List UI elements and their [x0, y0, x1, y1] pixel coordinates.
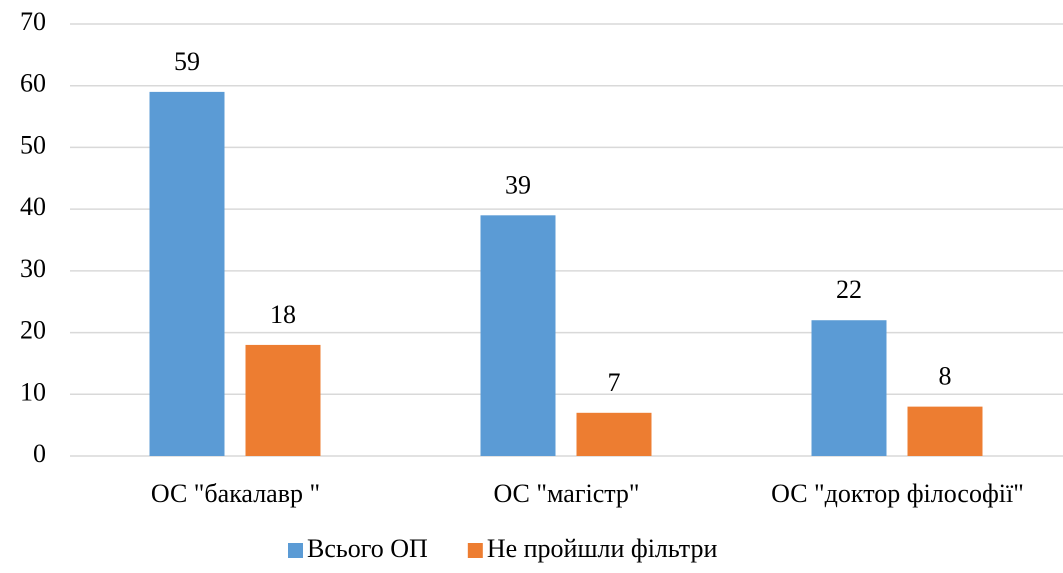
legend-swatch	[288, 543, 303, 558]
bar	[811, 320, 887, 456]
value-label: 8	[939, 362, 952, 391]
y-tick-label: 20	[20, 316, 46, 345]
y-tick-label: 30	[20, 254, 46, 283]
bar	[480, 215, 556, 456]
y-tick-label: 50	[20, 130, 46, 159]
legend-label: Всього ОП	[307, 534, 428, 563]
value-label: 18	[270, 300, 296, 329]
bar	[576, 412, 652, 456]
value-label: 39	[505, 170, 531, 199]
y-tick-label: 70	[20, 7, 46, 36]
bar	[245, 344, 321, 456]
y-tick-label: 0	[33, 439, 46, 468]
value-label: 7	[608, 368, 621, 397]
y-tick-label: 40	[20, 192, 46, 221]
legend-label: Не пройшли фільтри	[487, 534, 718, 563]
x-tick-label: ОС "магістр"	[493, 479, 639, 508]
x-tick-label: ОС "бакалавр "	[151, 479, 320, 508]
bar	[907, 406, 983, 456]
x-tick-label: ОС "доктор філософії"	[771, 479, 1024, 508]
value-label: 59	[174, 47, 200, 76]
value-label: 22	[836, 275, 862, 304]
bar	[149, 91, 225, 456]
y-tick-label: 60	[20, 69, 46, 98]
legend-swatch	[467, 543, 483, 558]
y-tick-label: 10	[20, 377, 46, 406]
